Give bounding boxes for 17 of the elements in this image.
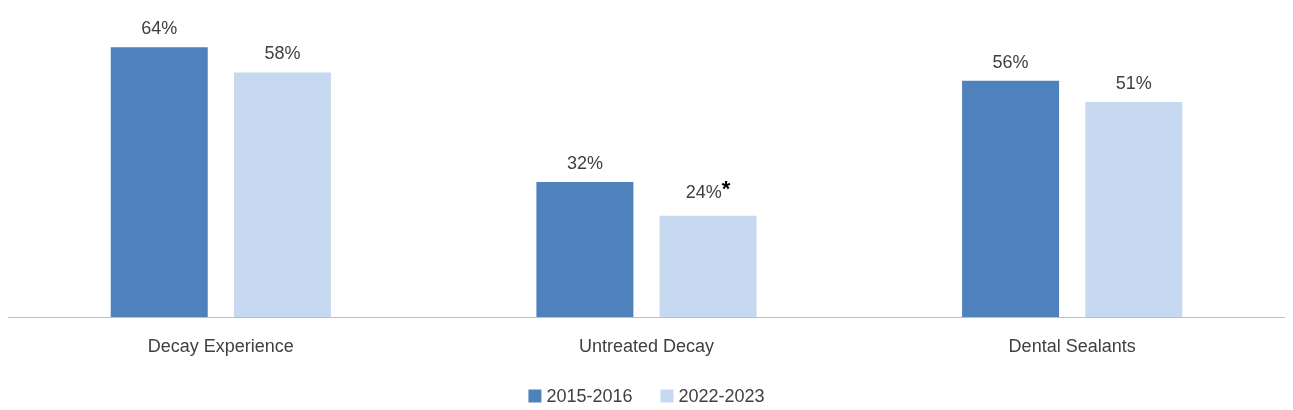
data-label: 56% — [992, 51, 1029, 72]
data-label: 51% — [1115, 72, 1152, 93]
bar — [110, 47, 208, 317]
data-label: 64% — [141, 18, 178, 39]
x-tick-label: Decay Experience — [147, 336, 294, 356]
data-label: 32% — [566, 153, 603, 174]
data-label: 58% — [264, 43, 301, 64]
bar — [659, 215, 757, 317]
data-label: 24%* — [685, 176, 731, 202]
legend-label: 2022-2023 — [678, 386, 765, 406]
legend-label: 2015-2016 — [546, 386, 633, 406]
bar — [1085, 101, 1183, 317]
x-tick-label: Dental Sealants — [1008, 336, 1136, 356]
bar — [536, 182, 634, 317]
bar — [962, 80, 1060, 317]
x-tick-label: Untreated Decay — [578, 336, 715, 356]
bar — [233, 72, 331, 317]
